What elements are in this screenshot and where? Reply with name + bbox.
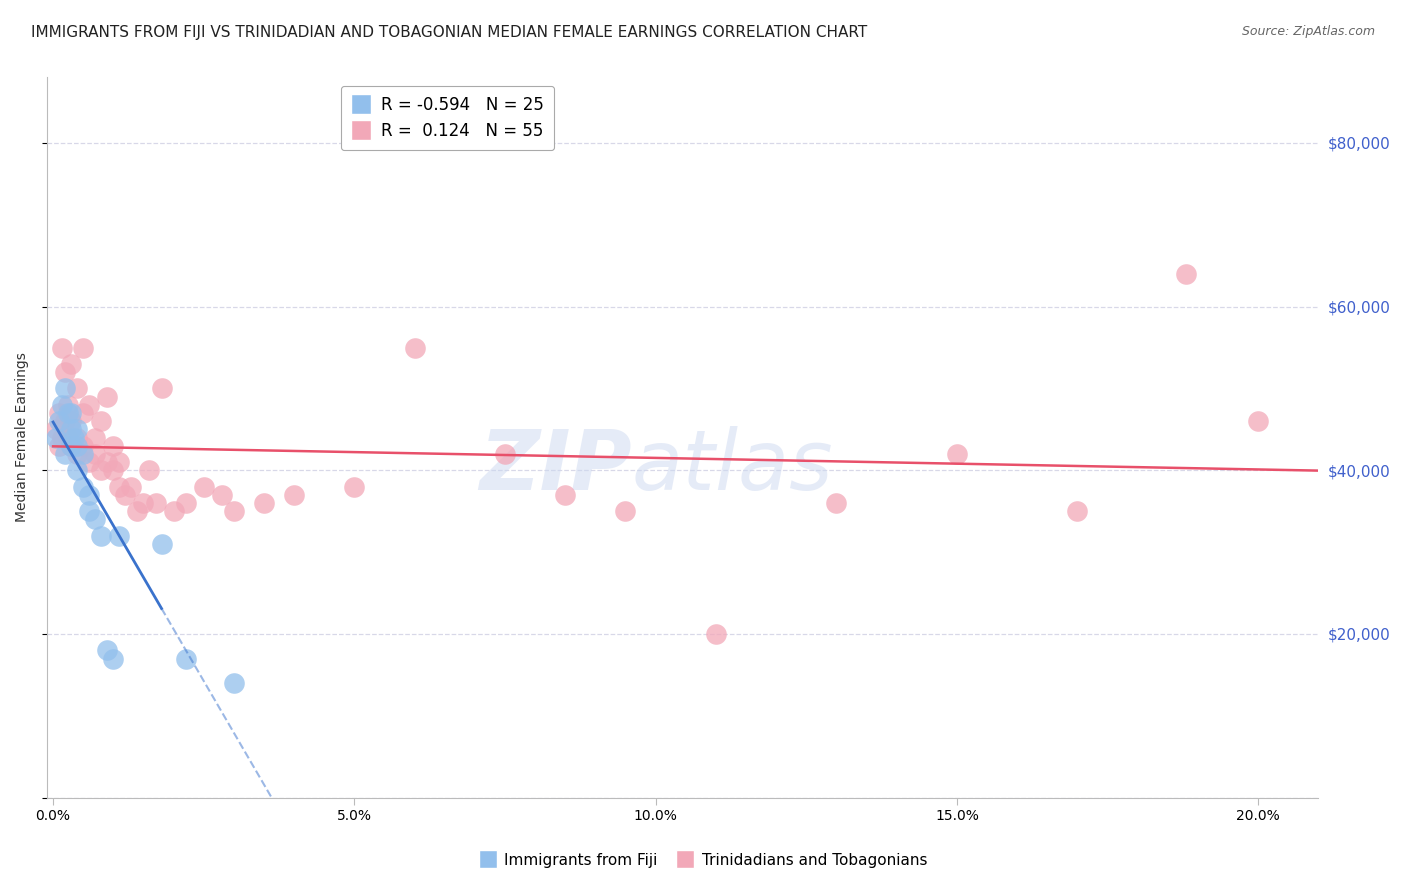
- Point: [84, 431, 107, 445]
- Point: [103, 439, 125, 453]
- Point: [138, 463, 160, 477]
- Point: [150, 381, 173, 395]
- Legend: Immigrants from Fiji, Trinidadians and Tobagonians: Immigrants from Fiji, Trinidadians and T…: [472, 847, 934, 873]
- Point: [1174, 267, 1197, 281]
- Point: [132, 496, 155, 510]
- Point: [96, 643, 118, 657]
- Point: [72, 480, 94, 494]
- Point: [66, 422, 89, 436]
- Point: [193, 480, 215, 494]
- Text: atlas: atlas: [631, 425, 834, 507]
- Point: [84, 512, 107, 526]
- Point: [84, 447, 107, 461]
- Point: [946, 447, 969, 461]
- Point: [53, 381, 76, 395]
- Point: [72, 406, 94, 420]
- Point: [60, 357, 83, 371]
- Point: [77, 398, 100, 412]
- Point: [174, 651, 197, 665]
- Point: [222, 504, 245, 518]
- Point: [103, 651, 125, 665]
- Point: [72, 341, 94, 355]
- Point: [162, 504, 184, 518]
- Point: [127, 504, 149, 518]
- Point: [60, 439, 83, 453]
- Point: [63, 431, 86, 445]
- Point: [51, 341, 73, 355]
- Point: [66, 447, 89, 461]
- Point: [66, 463, 89, 477]
- Point: [60, 439, 83, 453]
- Point: [704, 627, 727, 641]
- Point: [60, 414, 83, 428]
- Point: [114, 488, 136, 502]
- Point: [253, 496, 276, 510]
- Point: [51, 431, 73, 445]
- Point: [283, 488, 305, 502]
- Point: [77, 455, 100, 469]
- Point: [90, 414, 112, 428]
- Y-axis label: Median Female Earnings: Median Female Earnings: [15, 352, 30, 523]
- Point: [404, 341, 426, 355]
- Point: [825, 496, 848, 510]
- Point: [614, 504, 637, 518]
- Text: IMMIGRANTS FROM FIJI VS TRINIDADIAN AND TOBAGONIAN MEDIAN FEMALE EARNINGS CORREL: IMMIGRANTS FROM FIJI VS TRINIDADIAN AND …: [31, 25, 868, 40]
- Point: [145, 496, 167, 510]
- Point: [150, 537, 173, 551]
- Point: [174, 496, 197, 510]
- Point: [60, 422, 83, 436]
- Point: [60, 406, 83, 420]
- Point: [77, 504, 100, 518]
- Point: [96, 455, 118, 469]
- Point: [56, 406, 79, 420]
- Legend: R = -0.594   N = 25, R =  0.124   N = 55: R = -0.594 N = 25, R = 0.124 N = 55: [342, 86, 554, 150]
- Point: [48, 414, 70, 428]
- Point: [72, 439, 94, 453]
- Point: [53, 447, 76, 461]
- Point: [90, 529, 112, 543]
- Point: [48, 406, 70, 420]
- Point: [343, 480, 366, 494]
- Point: [554, 488, 576, 502]
- Point: [120, 480, 142, 494]
- Point: [45, 431, 67, 445]
- Point: [96, 390, 118, 404]
- Point: [66, 381, 89, 395]
- Point: [211, 488, 233, 502]
- Point: [1066, 504, 1088, 518]
- Point: [108, 455, 131, 469]
- Point: [66, 439, 89, 453]
- Point: [108, 529, 131, 543]
- Point: [77, 488, 100, 502]
- Point: [56, 398, 79, 412]
- Point: [1247, 414, 1270, 428]
- Point: [108, 480, 131, 494]
- Point: [53, 365, 76, 379]
- Point: [56, 431, 79, 445]
- Text: ZIP: ZIP: [479, 425, 631, 507]
- Point: [222, 676, 245, 690]
- Point: [48, 439, 70, 453]
- Point: [51, 398, 73, 412]
- Point: [66, 431, 89, 445]
- Point: [72, 447, 94, 461]
- Point: [494, 447, 516, 461]
- Text: Source: ZipAtlas.com: Source: ZipAtlas.com: [1241, 25, 1375, 38]
- Point: [45, 422, 67, 436]
- Point: [90, 463, 112, 477]
- Point: [53, 414, 76, 428]
- Point: [103, 463, 125, 477]
